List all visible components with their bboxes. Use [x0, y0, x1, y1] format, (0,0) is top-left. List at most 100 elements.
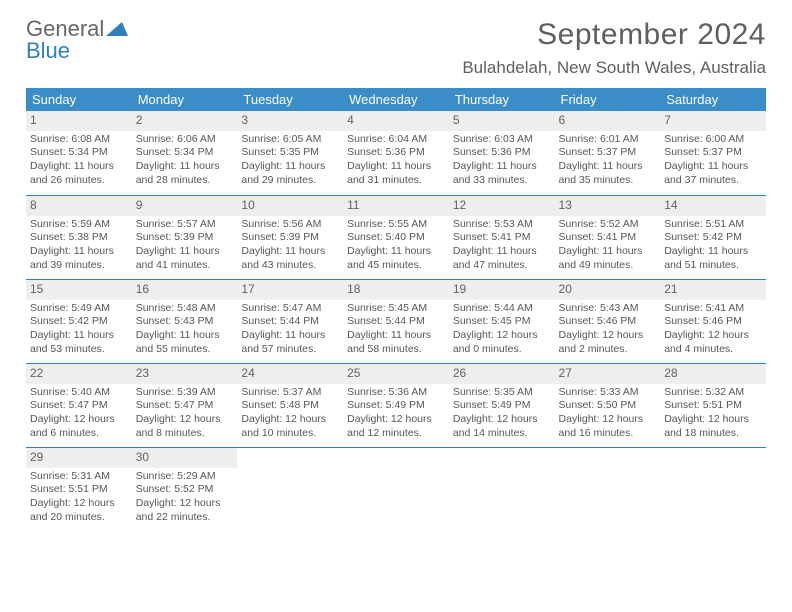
brand-logo: General Blue [26, 18, 128, 62]
day-header: Tuesday [237, 88, 343, 111]
day-number [449, 447, 555, 465]
daylight-text: and 28 minutes. [136, 174, 234, 188]
sunset-text: Sunset: 5:36 PM [347, 146, 445, 160]
calendar-cell [555, 447, 661, 531]
sunrise-text: Sunrise: 6:00 AM [664, 133, 762, 147]
daylight-text: and 43 minutes. [241, 259, 339, 273]
daylight-text: and 45 minutes. [347, 259, 445, 273]
calendar-cell [660, 447, 766, 531]
calendar-cell: 8Sunrise: 5:59 AMSunset: 5:38 PMDaylight… [26, 195, 132, 279]
day-number [660, 447, 766, 465]
sunrise-text: Sunrise: 5:47 AM [241, 302, 339, 316]
calendar-cell: 16Sunrise: 5:48 AMSunset: 5:43 PMDayligh… [132, 279, 238, 363]
daylight-text: Daylight: 11 hours [30, 160, 128, 174]
sunrise-text: Sunrise: 5:37 AM [241, 386, 339, 400]
calendar-cell: 28Sunrise: 5:32 AMSunset: 5:51 PMDayligh… [660, 363, 766, 447]
sunset-text: Sunset: 5:36 PM [453, 146, 551, 160]
daylight-text: and 49 minutes. [559, 259, 657, 273]
daylight-text: and 20 minutes. [30, 511, 128, 525]
daylight-text: Daylight: 11 hours [136, 245, 234, 259]
header: General Blue September 2024 Bulahdelah, … [26, 18, 766, 78]
sunrise-text: Sunrise: 5:39 AM [136, 386, 234, 400]
daylight-text: and 51 minutes. [664, 259, 762, 273]
sunset-text: Sunset: 5:41 PM [453, 231, 551, 245]
daylight-text: Daylight: 11 hours [559, 160, 657, 174]
day-number: 17 [237, 279, 343, 300]
daylight-text: Daylight: 12 hours [136, 413, 234, 427]
daylight-text: Daylight: 12 hours [453, 329, 551, 343]
daylight-text: and 0 minutes. [453, 343, 551, 357]
sunrise-text: Sunrise: 6:05 AM [241, 133, 339, 147]
sunrise-text: Sunrise: 5:44 AM [453, 302, 551, 316]
calendar-cell: 10Sunrise: 5:56 AMSunset: 5:39 PMDayligh… [237, 195, 343, 279]
day-number: 8 [26, 195, 132, 216]
day-number: 19 [449, 279, 555, 300]
daylight-text: Daylight: 11 hours [30, 329, 128, 343]
day-number: 24 [237, 363, 343, 384]
daylight-text: and 53 minutes. [30, 343, 128, 357]
calendar-cell: 6Sunrise: 6:01 AMSunset: 5:37 PMDaylight… [555, 111, 661, 195]
sunset-text: Sunset: 5:48 PM [241, 399, 339, 413]
daylight-text: and 10 minutes. [241, 427, 339, 441]
calendar-cell: 3Sunrise: 6:05 AMSunset: 5:35 PMDaylight… [237, 111, 343, 195]
calendar-cell: 11Sunrise: 5:55 AMSunset: 5:40 PMDayligh… [343, 195, 449, 279]
day-number: 22 [26, 363, 132, 384]
calendar-week: 8 Sunrise: 5:59 AMSunset: 5:38 PM Daylight… [26, 195, 766, 279]
sunset-text: Sunset: 5:40 PM [347, 231, 445, 245]
sunset-text: Sunset: 5:42 PM [30, 315, 128, 329]
daylight-text: and 37 minutes. [664, 174, 762, 188]
day-header: Monday [132, 88, 238, 111]
day-header: Saturday [660, 88, 766, 111]
daylight-text: and 2 minutes. [559, 343, 657, 357]
daylight-text: Daylight: 11 hours [664, 160, 762, 174]
calendar-body: 1Sunrise: 6:08 AMSunset: 5:34 PMDaylight… [26, 111, 766, 531]
day-number: 2 [132, 111, 238, 131]
sunset-text: Sunset: 5:34 PM [30, 146, 128, 160]
sunrise-text: Sunrise: 5:56 AM [241, 218, 339, 232]
sunrise-text: Sunrise: 5:49 AM [30, 302, 128, 316]
daylight-text: Daylight: 12 hours [559, 413, 657, 427]
sunset-text: Sunset: 5:51 PM [664, 399, 762, 413]
calendar-cell: 24 Sunrise: 5:37 AMSunset: 5:48 PMDayligh… [237, 363, 343, 447]
daylight-text: and 6 minutes. [30, 427, 128, 441]
daylight-text: Daylight: 11 hours [559, 245, 657, 259]
calendar-cell [449, 447, 555, 531]
calendar-cell: 23Sunrise: 5:39 AMSunset: 5:47 PMDayligh… [132, 363, 238, 447]
sunrise-text: Sunrise: 5:48 AM [136, 302, 234, 316]
calendar-cell: 9Sunrise: 5:57 AMSunset: 5:39 PMDaylight… [132, 195, 238, 279]
calendar-week: 15Sunrise: 5:49 AMSunset: 5:42 PMDayligh… [26, 279, 766, 363]
brand-name-2: Blue [26, 38, 70, 63]
sunrise-text: Sunrise: 5:52 AM [559, 218, 657, 232]
calendar-week: 1Sunrise: 6:08 AMSunset: 5:34 PMDaylight… [26, 111, 766, 195]
day-number [343, 447, 449, 465]
sunset-text: Sunset: 5:47 PM [30, 399, 128, 413]
daylight-text: Daylight: 11 hours [136, 160, 234, 174]
sunrise-text: Sunrise: 5:53 AM [453, 218, 551, 232]
sunrise-text: Sunrise: 6:08 AM [30, 133, 128, 147]
day-header: Thursday [449, 88, 555, 111]
sunset-text: Sunset: 5:34 PM [136, 146, 234, 160]
daylight-text: Daylight: 11 hours [241, 245, 339, 259]
sunset-text: Sunset: 5:38 PM [30, 231, 128, 245]
brand-triangle-icon [106, 18, 128, 40]
sunset-text: Sunset: 5:46 PM [559, 315, 657, 329]
sunset-text: Sunset: 5:42 PM [664, 231, 762, 245]
daylight-text: Daylight: 12 hours [136, 497, 234, 511]
calendar-cell: 2Sunrise: 6:06 AMSunset: 5:34 PMDaylight… [132, 111, 238, 195]
daylight-text: Daylight: 12 hours [241, 413, 339, 427]
sunrise-text: Sunrise: 5:59 AM [30, 218, 128, 232]
sunset-text: Sunset: 5:37 PM [559, 146, 657, 160]
sunrise-text: Sunrise: 6:01 AM [559, 133, 657, 147]
sunrise-text: Sunrise: 5:51 AM [664, 218, 762, 232]
day-header: Friday [555, 88, 661, 111]
daylight-text: and 41 minutes. [136, 259, 234, 273]
daylight-text: and 57 minutes. [241, 343, 339, 357]
sunrise-text: Sunrise: 5:33 AM [559, 386, 657, 400]
calendar-cell: 12Sunrise: 5:53 AMSunset: 5:41 PMDayligh… [449, 195, 555, 279]
sunrise-text: Sunrise: 5:36 AM [347, 386, 445, 400]
daylight-text: Daylight: 12 hours [664, 329, 762, 343]
day-number: 15 [26, 279, 132, 300]
sunset-text: Sunset: 5:39 PM [136, 231, 234, 245]
day-number: 11 [343, 195, 449, 216]
daylight-text: and 39 minutes. [30, 259, 128, 273]
